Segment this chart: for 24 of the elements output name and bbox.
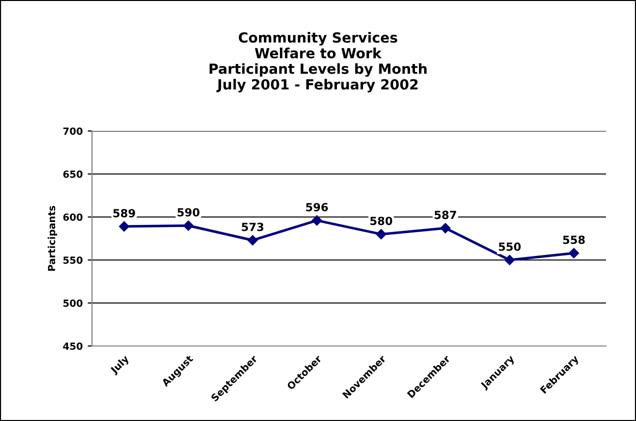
y-tick-label: 650 xyxy=(63,170,83,178)
data-label: 573 xyxy=(242,222,264,232)
data-label: 587 xyxy=(434,210,456,220)
y-tick-label: 700 xyxy=(63,127,83,135)
point xyxy=(568,248,579,258)
y-tick-label: 500 xyxy=(63,299,83,307)
point xyxy=(248,235,258,246)
point xyxy=(119,221,130,232)
data-label: 550 xyxy=(498,242,521,251)
data-label: 596 xyxy=(306,202,328,212)
data-label: 590 xyxy=(178,208,200,217)
point xyxy=(312,215,322,226)
chart-title: Community Services Welfare to Work Participant Levels by Month July 2001 - February 2002 xyxy=(210,32,427,92)
y-tick-label: 600 xyxy=(63,213,83,221)
point xyxy=(504,254,515,266)
point xyxy=(440,223,450,234)
point xyxy=(183,220,194,231)
data-label: 589 xyxy=(113,208,136,218)
point xyxy=(376,229,386,240)
data-label: 558 xyxy=(563,236,585,244)
y-tick-label: 550 xyxy=(63,256,83,264)
y-axis-title: Participants xyxy=(48,206,58,271)
y-tick-label: 450 xyxy=(63,342,83,350)
data-label: 580 xyxy=(370,216,392,226)
